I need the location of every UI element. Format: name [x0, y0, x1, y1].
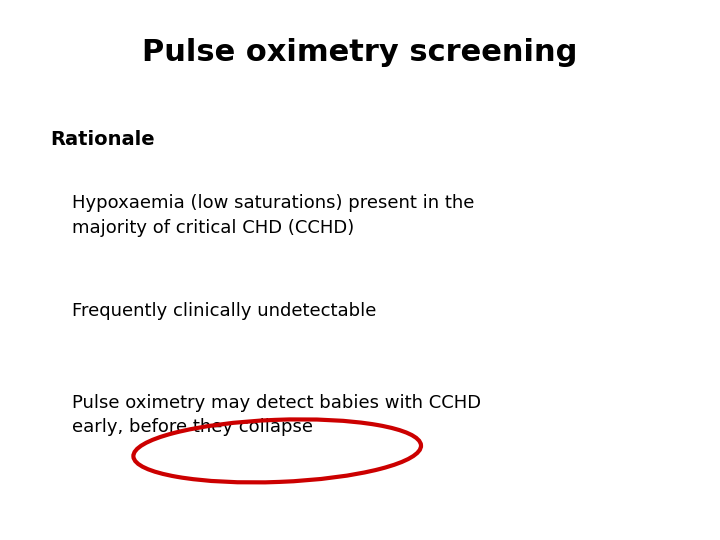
Text: Pulse oximetry may detect babies with CCHD
early, before they collapse: Pulse oximetry may detect babies with CC…: [72, 394, 481, 436]
Text: Pulse oximetry screening: Pulse oximetry screening: [143, 38, 577, 67]
Text: Rationale: Rationale: [50, 130, 155, 148]
Text: Frequently clinically undetectable: Frequently clinically undetectable: [72, 302, 377, 320]
Text: Hypoxaemia (low saturations) present in the
majority of critical CHD (CCHD): Hypoxaemia (low saturations) present in …: [72, 194, 474, 237]
